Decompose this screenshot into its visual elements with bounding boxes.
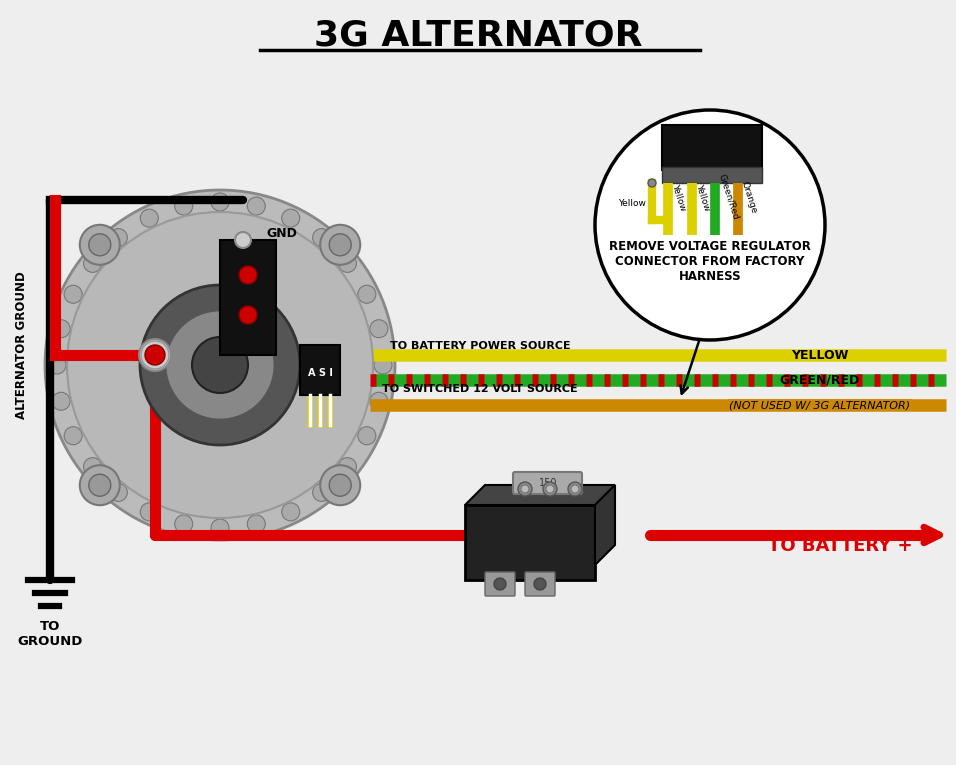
Circle shape (239, 306, 257, 324)
Text: A S I: A S I (308, 368, 333, 378)
Text: TO BATTERY +: TO BATTERY + (768, 537, 912, 555)
Text: TO SWITCHED 12 VOLT SOURCE: TO SWITCHED 12 VOLT SOURCE (382, 384, 577, 394)
Circle shape (338, 457, 357, 476)
Text: Yellow: Yellow (694, 182, 711, 212)
Circle shape (139, 339, 171, 371)
Circle shape (235, 232, 251, 248)
Circle shape (239, 266, 257, 284)
FancyBboxPatch shape (485, 572, 515, 596)
Circle shape (521, 485, 529, 493)
Circle shape (83, 457, 101, 476)
Circle shape (83, 255, 101, 272)
Circle shape (320, 465, 360, 505)
Circle shape (329, 234, 351, 256)
Circle shape (192, 337, 248, 393)
Circle shape (329, 474, 351, 496)
Circle shape (45, 190, 395, 540)
Circle shape (89, 234, 111, 256)
Circle shape (48, 356, 66, 374)
Text: Yellow: Yellow (619, 198, 646, 207)
Text: (NOT USED W/ 3G ALTERNATOR): (NOT USED W/ 3G ALTERNATOR) (729, 400, 910, 410)
Circle shape (358, 285, 376, 303)
Circle shape (141, 209, 159, 227)
FancyBboxPatch shape (465, 505, 595, 580)
Circle shape (211, 193, 229, 211)
Text: Orange: Orange (740, 180, 759, 214)
FancyBboxPatch shape (300, 345, 340, 395)
Circle shape (140, 285, 300, 445)
Circle shape (595, 110, 825, 340)
Circle shape (52, 392, 70, 410)
Circle shape (248, 197, 265, 215)
Circle shape (145, 345, 165, 365)
Text: REMOVE VOLTAGE REGULATOR
CONNECTOR FROM FACTORY
HARNESS: REMOVE VOLTAGE REGULATOR CONNECTOR FROM … (609, 240, 811, 283)
Circle shape (534, 578, 546, 590)
Circle shape (52, 320, 70, 337)
Circle shape (89, 474, 111, 496)
FancyBboxPatch shape (525, 572, 555, 596)
Circle shape (211, 519, 229, 537)
FancyBboxPatch shape (513, 472, 582, 494)
Circle shape (320, 225, 360, 265)
Circle shape (370, 320, 388, 337)
Circle shape (79, 225, 120, 265)
Text: GREEN/RED: GREEN/RED (780, 373, 860, 386)
Text: TO
GROUND: TO GROUND (17, 620, 82, 648)
Circle shape (370, 392, 388, 410)
Text: 3G ALTERNATOR: 3G ALTERNATOR (314, 18, 642, 52)
Circle shape (568, 482, 582, 496)
Circle shape (175, 197, 193, 215)
Circle shape (313, 483, 331, 501)
Circle shape (648, 179, 656, 187)
Circle shape (374, 356, 392, 374)
Circle shape (165, 310, 275, 420)
Circle shape (141, 503, 159, 521)
FancyBboxPatch shape (662, 125, 762, 170)
Circle shape (494, 578, 506, 590)
Circle shape (67, 212, 373, 518)
FancyBboxPatch shape (220, 240, 276, 355)
FancyBboxPatch shape (662, 167, 762, 183)
Text: GND: GND (266, 226, 297, 239)
Circle shape (338, 255, 357, 272)
Text: 150: 150 (539, 478, 557, 488)
Circle shape (64, 285, 82, 303)
Text: Green/Red: Green/Red (717, 173, 740, 221)
Circle shape (543, 482, 557, 496)
Circle shape (571, 485, 579, 493)
Circle shape (248, 515, 265, 533)
Circle shape (282, 503, 300, 521)
Text: Yellow: Yellow (670, 182, 687, 212)
Circle shape (109, 483, 127, 501)
Circle shape (546, 485, 554, 493)
Text: TO BATTERY POWER SOURCE: TO BATTERY POWER SOURCE (390, 341, 571, 351)
Text: ALTERNATOR GROUND: ALTERNATOR GROUND (15, 271, 29, 419)
Circle shape (79, 465, 120, 505)
Text: YELLOW: YELLOW (792, 349, 849, 362)
Circle shape (313, 229, 331, 246)
Circle shape (109, 229, 127, 246)
Polygon shape (595, 485, 615, 565)
Circle shape (64, 427, 82, 444)
Polygon shape (465, 485, 615, 505)
Circle shape (358, 427, 376, 444)
Circle shape (518, 482, 532, 496)
Circle shape (175, 515, 193, 533)
Circle shape (282, 209, 300, 227)
